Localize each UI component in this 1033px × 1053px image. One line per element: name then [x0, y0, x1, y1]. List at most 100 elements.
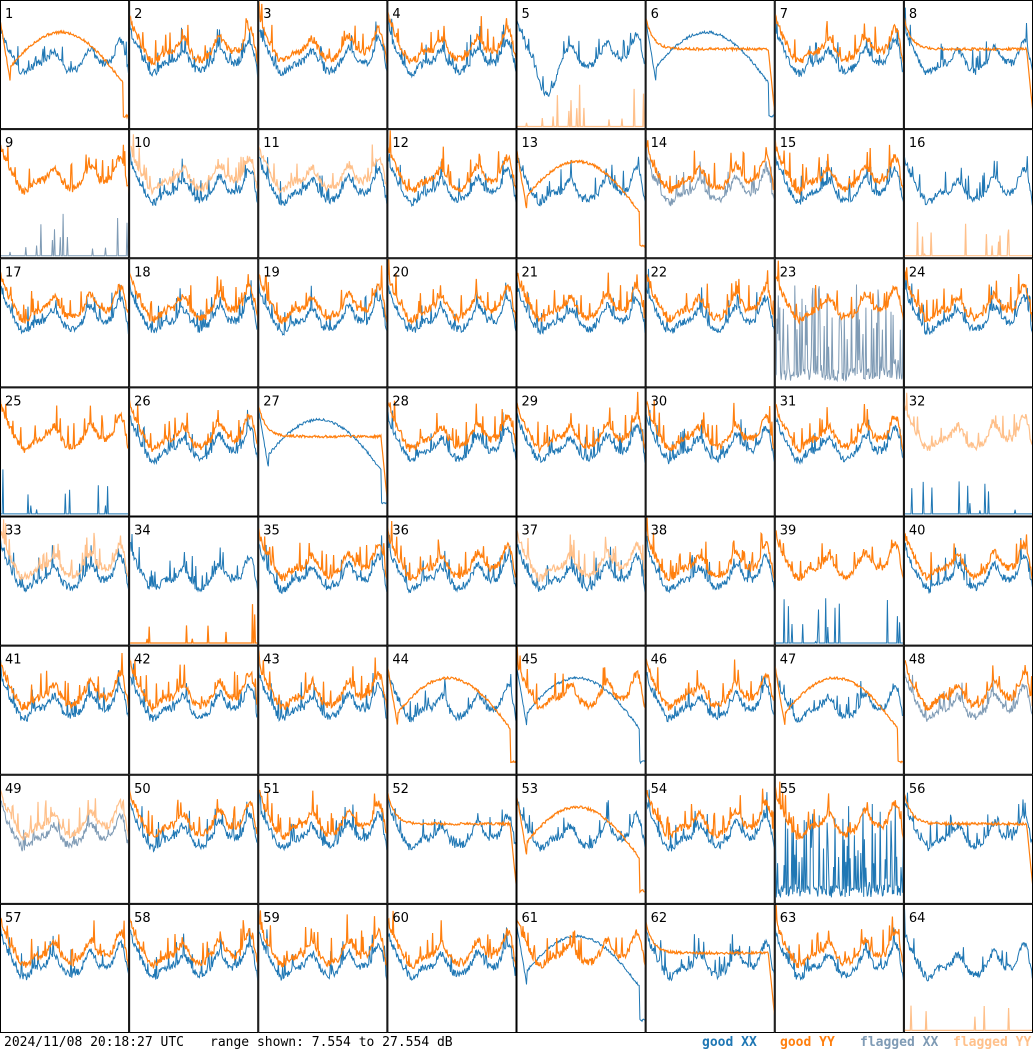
series-yy: [130, 15, 258, 67]
panel-label: 42: [134, 653, 151, 668]
panel-62: 62: [645, 903, 775, 1033]
panel-57: 57: [0, 903, 130, 1033]
series-yy: [388, 792, 516, 885]
panel-label: 10: [134, 136, 151, 151]
panel-label: 43: [263, 653, 280, 668]
series-yy: [1, 652, 129, 711]
panel-51: 51: [258, 774, 388, 904]
panel-label: 36: [392, 524, 409, 539]
series-yy: [775, 402, 903, 454]
series-xx: [775, 20, 903, 78]
series-xx: [130, 280, 258, 334]
series-yy: [259, 144, 387, 195]
panel-43: 43: [258, 645, 388, 775]
panel-label: 52: [392, 782, 409, 797]
panel-32: 32: [903, 387, 1033, 517]
panel-label: 54: [651, 782, 668, 797]
series-yy: [130, 134, 258, 196]
series-yy: [904, 17, 1032, 110]
panel-label: 38: [651, 524, 668, 539]
panel-label: 1: [5, 7, 13, 22]
panel-45: 45: [516, 645, 646, 775]
series-xx: [646, 789, 774, 852]
series-xx: [904, 481, 1032, 515]
series-xx: [646, 409, 774, 465]
panel-label: 23: [780, 265, 797, 280]
panel-33: 33: [0, 516, 130, 646]
series-yy: [259, 265, 387, 325]
series-xx: [904, 537, 1032, 594]
panel-55: 55: [774, 774, 904, 904]
panel-4: 4: [387, 0, 517, 130]
panel-21: 21: [516, 258, 646, 388]
panel-frame: [0, 0, 130, 130]
panel-label: 57: [5, 911, 22, 926]
series-xx: [775, 803, 903, 899]
series-xx: [259, 282, 387, 336]
series-yy: [1, 21, 129, 120]
panel-label: 53: [522, 782, 539, 797]
series-yy: [259, 910, 387, 968]
panel-5: 5: [516, 0, 646, 130]
panel-12: 12: [387, 129, 517, 259]
panel-18: 18: [129, 258, 259, 388]
panel-label: 35: [263, 524, 280, 539]
panel-15: 15: [774, 129, 904, 259]
panel-1: 1: [0, 0, 130, 130]
panel-41: 41: [0, 645, 130, 775]
series-yy: [388, 259, 516, 325]
series-xx: [775, 598, 903, 644]
series-yy: [388, 667, 516, 764]
panel-label: 32: [909, 394, 926, 409]
series-yy: [517, 797, 645, 894]
panel-39: 39: [774, 516, 904, 646]
series-yy: [517, 84, 645, 128]
panel-31: 31: [774, 387, 904, 517]
panel-label: 37: [522, 524, 539, 539]
panel-label: 30: [651, 394, 668, 409]
panel-frame: [516, 129, 646, 259]
panel-label: 18: [134, 265, 151, 280]
panel-38: 38: [645, 516, 775, 646]
series-xx: [646, 671, 774, 723]
series-yy: [646, 658, 774, 711]
series-xx: [1, 539, 129, 593]
series-yy: [1, 789, 129, 841]
panel-frame: [774, 0, 904, 130]
series-xx: [517, 20, 645, 97]
panel-label: 63: [780, 911, 797, 926]
panel-53: 53: [516, 774, 646, 904]
panel-52: 52: [387, 774, 517, 904]
series-xx: [130, 533, 258, 593]
panel-47: 47: [774, 645, 904, 775]
series-xx: [517, 926, 645, 1023]
series-xx: [388, 282, 516, 334]
series-yy: [646, 270, 774, 323]
series-xx: [1, 213, 129, 257]
panel-17: 17: [0, 258, 130, 388]
series-xx: [259, 790, 387, 852]
series-yy: [775, 905, 903, 969]
series-xx: [130, 146, 258, 207]
legend-flagged-yy: flagged YY: [953, 1035, 1032, 1050]
panel-label: 5: [522, 7, 530, 22]
series-xx: [775, 284, 903, 383]
series-yy: [904, 267, 1032, 323]
panel-label: 22: [651, 265, 668, 280]
panel-44: 44: [387, 645, 517, 775]
series-xx: [130, 663, 258, 722]
series-yy: [130, 789, 258, 838]
panel-label: 25: [5, 394, 22, 409]
series-yy: [775, 140, 903, 196]
series-xx: [130, 22, 258, 77]
panel-10: 10: [129, 129, 259, 259]
series-yy: [646, 18, 774, 110]
panel-label: 19: [263, 265, 280, 280]
panel-20: 20: [387, 258, 517, 388]
panel-label: 39: [780, 524, 797, 539]
series-yy: [388, 130, 516, 193]
panel-27: 27: [258, 387, 388, 517]
panel-label: 4: [392, 7, 400, 22]
series-xx: [904, 909, 1032, 982]
panel-60: 60: [387, 903, 517, 1033]
